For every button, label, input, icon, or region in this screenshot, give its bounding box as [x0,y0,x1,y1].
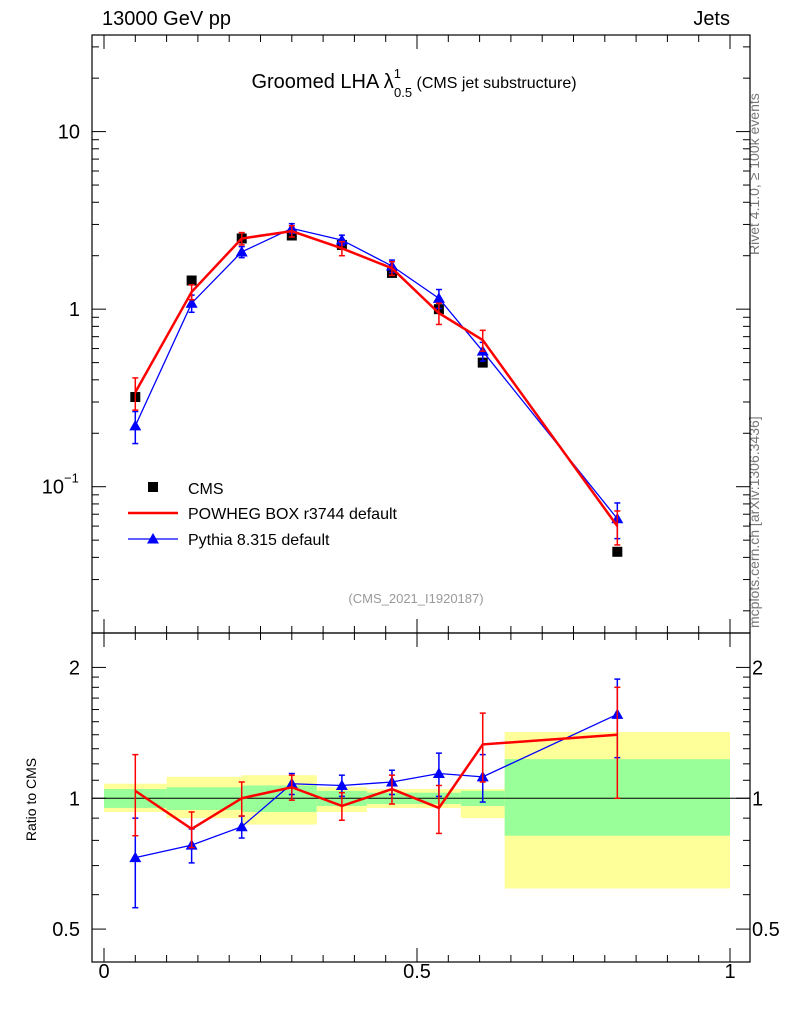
ratio-axis-label: Ratio to CMS [23,758,39,841]
main-y-tick-exponent: −1 [64,471,79,486]
pythia-line [134,227,618,520]
ratio-y-tick-label-right: 1 [752,788,763,810]
main-y-tick-label: 1 [69,299,80,321]
ratio-y-tick-label: 2 [69,657,80,679]
chart-title: Groomed LHA λ1 0.5 (CMS jet substructure) [251,66,576,100]
analysis-tag: (CMS_2021_I1920187) [348,591,483,606]
pythia-data-point [129,419,142,431]
header-category-label: Jets [693,8,730,30]
ratio-y-tick-label-right: 2 [752,657,763,679]
ratio-pythia-data-point [432,767,445,779]
ratio-plot-frame [91,632,751,963]
pythia-data-point [185,297,198,308]
ratio-powheg-line [134,733,618,831]
series-powheg [132,224,621,546]
ratio-series-powheg [132,686,621,849]
legend: CMS POWHEG BOX r3744 default Pythia 8.315 … [128,481,398,549]
legend-pythia-label: Pythia 8.315 default [188,532,330,549]
header-process-label: 13000 GeV pp [102,8,231,30]
ratio-pythia-data-point [335,779,348,790]
cms-data-point [612,546,623,557]
cms-data-point [186,275,197,286]
x-tick-label: 1 [724,961,735,983]
pythia-data-point [432,292,445,303]
ratio-pythia-data-point [235,820,248,832]
x-tick-label: 0 [98,961,109,983]
ratio-y-tick-label: 0.5 [52,919,80,941]
x-tick-label: 0.5 [403,961,431,983]
powheg-line [134,229,619,527]
ratio-pythia-data-point [129,851,142,863]
main-y-tick-label: 10 [58,122,80,144]
legend-cms-marker [148,482,158,492]
ratio-y-tick-label: 1 [69,788,80,810]
legend-powheg-label: POWHEG BOX r3744 default [188,506,398,523]
legend-cms-label: CMS [188,481,224,498]
pythia-data-point [235,245,248,257]
ratio-y-tick-label-right: 0.5 [752,919,780,941]
main-y-tick-label: 10 [42,477,64,499]
cms-data-point [477,357,488,368]
legend-pythia-marker [147,533,159,544]
